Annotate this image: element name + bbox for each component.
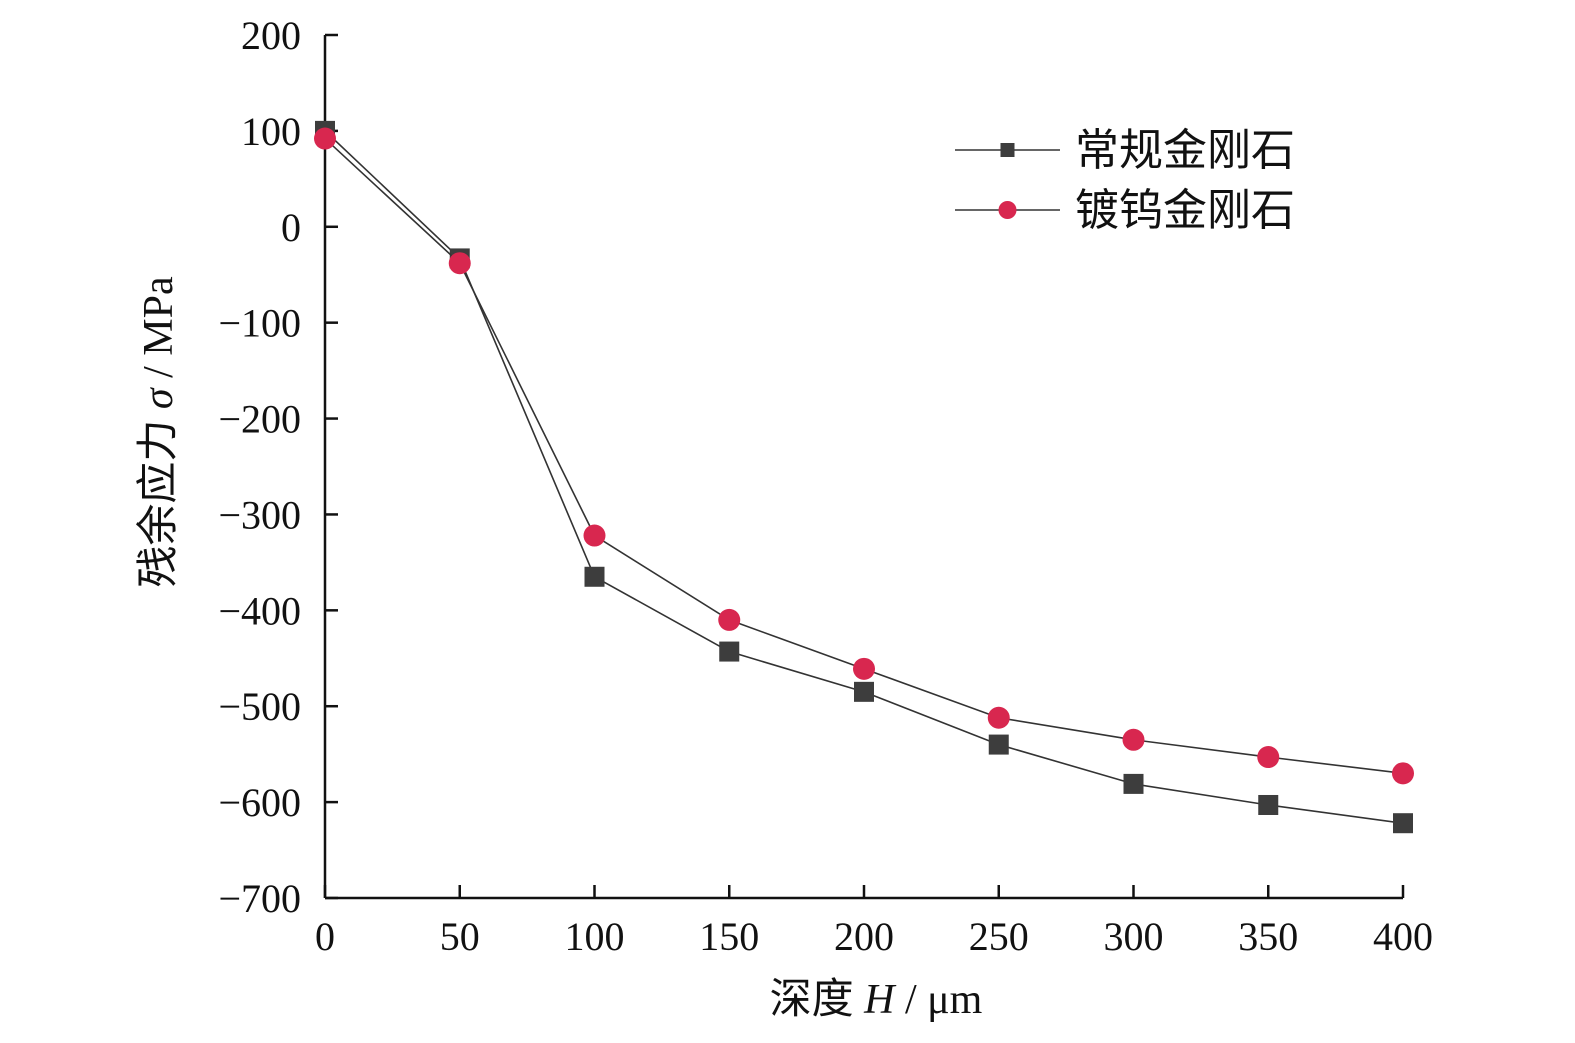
y-tick-label: −300 (218, 492, 301, 537)
x-tick-label: 400 (1373, 914, 1433, 959)
x-tick-label: 100 (565, 914, 625, 959)
data-point (583, 524, 606, 547)
data-point (853, 657, 875, 680)
x-tick-label: 250 (969, 914, 1029, 959)
data-point (854, 681, 874, 702)
y-tick-label: −500 (218, 684, 301, 729)
series-2 (314, 127, 1414, 785)
data-point (1123, 773, 1144, 794)
data-point (1257, 746, 1280, 769)
legend-label: 常规金刚石 (1075, 126, 1295, 175)
y-tick-label: 200 (241, 13, 301, 58)
y-tick-label: −600 (218, 780, 301, 825)
data-point (1258, 794, 1279, 815)
legend-marker (1000, 143, 1015, 157)
data-point (1392, 762, 1414, 785)
data-point (584, 566, 605, 587)
legend-marker (998, 201, 1017, 219)
legend-item: 常规金刚石 (955, 126, 1295, 175)
data-point (314, 127, 336, 150)
x-tick-label: 200 (834, 914, 894, 959)
y-axis-ticks: 200 100 0 −100 −200 −300 −400 −500 −600 −700 (218, 13, 338, 921)
data-point (719, 641, 740, 662)
y-tick-label: −100 (218, 301, 301, 346)
x-axis-ticks: 0 50 100 150 200 250 300 350 400 (315, 885, 1433, 959)
legend-label: 镀钨金刚石 (1075, 186, 1295, 235)
legend-item: 镀钨金刚石 (955, 186, 1295, 235)
series-layer (314, 120, 1414, 834)
x-tick-label: 300 (1104, 914, 1164, 959)
x-axis-title: 深度 H / μm (770, 977, 983, 1023)
x-tick-label: 0 (315, 914, 335, 959)
data-point (718, 608, 741, 631)
y-tick-label: −700 (218, 876, 301, 921)
y-tick-label: −400 (218, 588, 301, 633)
x-tick-label: 350 (1238, 914, 1298, 959)
data-point (1122, 728, 1145, 751)
x-tick-label: 50 (440, 914, 480, 959)
y-tick-label: 0 (281, 205, 301, 250)
data-point (1393, 813, 1413, 834)
y-tick-label: 100 (241, 109, 301, 154)
y-axis-title: 残余应力 σ / MPa (135, 276, 182, 588)
x-tick-label: 150 (699, 914, 759, 959)
y-tick-label: −200 (218, 397, 301, 442)
data-point (988, 734, 1009, 755)
data-point (987, 706, 1010, 729)
data-point (448, 252, 471, 275)
